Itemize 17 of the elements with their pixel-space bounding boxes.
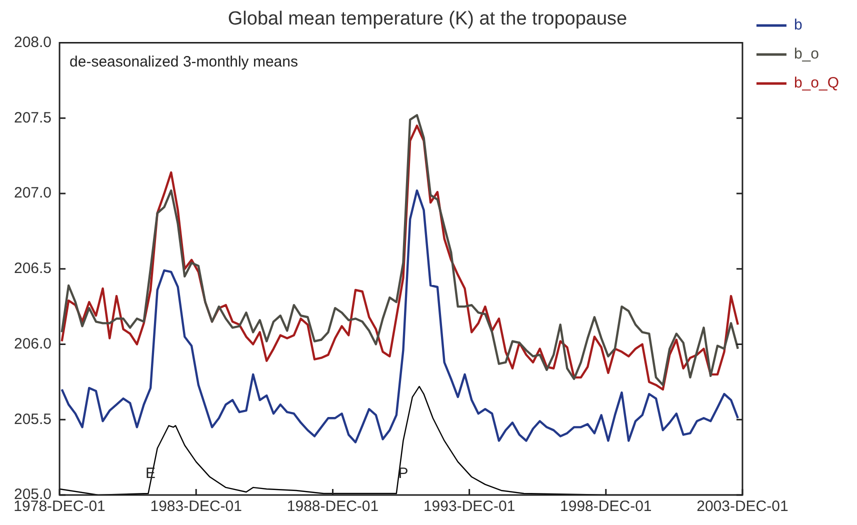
annotation: P [398, 465, 408, 482]
chart-title: Global mean temperature (K) at the tropopause [228, 8, 628, 30]
legend-label: b [794, 16, 802, 34]
y-tick-label: 206.0 [14, 335, 52, 352]
y-tick-label: 207.5 [14, 109, 52, 126]
x-tick-label: 1988-DEC-01 [286, 498, 379, 516]
y-tick-label: 206.5 [14, 260, 52, 278]
y-tick-label: 208.0 [14, 34, 52, 51]
legend-label: b_o [794, 46, 819, 63]
x-tick-label: 1993-DEC-01 [423, 498, 516, 516]
x-tick-label: 1983-DEC-01 [150, 498, 242, 516]
y-tick-label: 207.0 [14, 184, 52, 202]
y-tick-label: 205.5 [14, 410, 52, 428]
x-tick-label: 2003-DEC-01 [696, 498, 788, 516]
annotation: de-seasonalized 3-monthly means [70, 53, 298, 70]
legend-label: b_o_Q [794, 74, 840, 92]
x-tick-label: 1998-DEC-01 [560, 498, 652, 516]
